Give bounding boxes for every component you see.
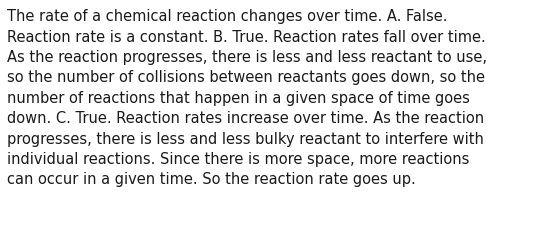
Text: The rate of a chemical reaction changes over time. A. False.
Reaction rate is a : The rate of a chemical reaction changes … [7, 9, 487, 187]
